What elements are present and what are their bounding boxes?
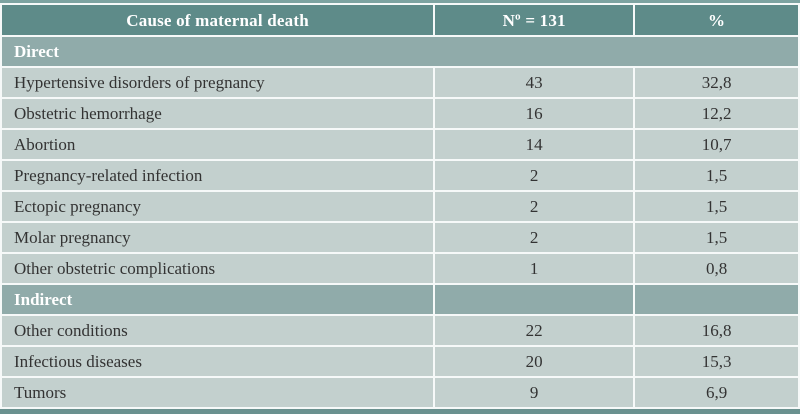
percent-cell: 32,8 xyxy=(635,68,798,97)
table-row: Pregnancy-related infection 2 1,5 xyxy=(2,161,798,190)
column-header-count: Nº = 131 xyxy=(435,5,634,35)
table-row: Other obstetric complications 1 0,8 xyxy=(2,254,798,283)
table-row: Infectious diseases 20 15,3 xyxy=(2,347,798,376)
section-label-direct: Direct xyxy=(2,37,798,66)
cause-cell: Infectious diseases xyxy=(2,347,434,376)
column-header-percent: % xyxy=(635,5,798,35)
count-cell: 14 xyxy=(435,130,634,159)
table-row: Ectopic pregnancy 2 1,5 xyxy=(2,192,798,221)
count-cell: 9 xyxy=(435,378,634,407)
table-row: Hypertensive disorders of pregnancy 43 3… xyxy=(2,68,798,97)
count-cell: 16 xyxy=(435,99,634,128)
percent-cell: 6,9 xyxy=(635,378,798,407)
section-row-indirect: Indirect xyxy=(2,285,798,314)
cause-cell: Hypertensive disorders of pregnancy xyxy=(2,68,434,97)
percent-cell: 0,8 xyxy=(635,254,798,283)
table-row: Molar pregnancy 2 1,5 xyxy=(2,223,798,252)
section-label-indirect: Indirect xyxy=(2,285,434,314)
count-cell: 2 xyxy=(435,192,634,221)
top-accent-line xyxy=(0,0,800,3)
empty-cell xyxy=(635,285,798,314)
cause-cell: Molar pregnancy xyxy=(2,223,434,252)
table-row: Other conditions 22 16,8 xyxy=(2,316,798,345)
cause-cell: Pregnancy-related infection xyxy=(2,161,434,190)
count-cell: 2 xyxy=(435,161,634,190)
maternal-death-table: Cause of maternal death Nº = 131 % Direc… xyxy=(0,3,800,409)
table-row: Tumors 9 6,9 xyxy=(2,378,798,407)
cause-cell: Tumors xyxy=(2,378,434,407)
count-cell: 20 xyxy=(435,347,634,376)
percent-cell: 1,5 xyxy=(635,223,798,252)
column-header-cause: Cause of maternal death xyxy=(2,5,434,35)
percent-cell: 10,7 xyxy=(635,130,798,159)
table-row: Obstetric hemorrhage 16 12,2 xyxy=(2,99,798,128)
table-row: Abortion 14 10,7 xyxy=(2,130,798,159)
count-cell: 1 xyxy=(435,254,634,283)
cause-cell: Abortion xyxy=(2,130,434,159)
count-cell: 43 xyxy=(435,68,634,97)
cause-cell: Other conditions xyxy=(2,316,434,345)
empty-cell xyxy=(435,285,634,314)
percent-cell: 16,8 xyxy=(635,316,798,345)
cause-cell: Obstetric hemorrhage xyxy=(2,99,434,128)
table-header-row: Cause of maternal death Nº = 131 % xyxy=(2,5,798,35)
percent-cell: 1,5 xyxy=(635,161,798,190)
percent-cell: 1,5 xyxy=(635,192,798,221)
cause-cell: Ectopic pregnancy xyxy=(2,192,434,221)
count-cell: 22 xyxy=(435,316,634,345)
percent-cell: 12,2 xyxy=(635,99,798,128)
bottom-accent-line xyxy=(0,409,800,414)
cause-cell: Other obstetric complications xyxy=(2,254,434,283)
section-row-direct: Direct xyxy=(2,37,798,66)
percent-cell: 15,3 xyxy=(635,347,798,376)
count-cell: 2 xyxy=(435,223,634,252)
